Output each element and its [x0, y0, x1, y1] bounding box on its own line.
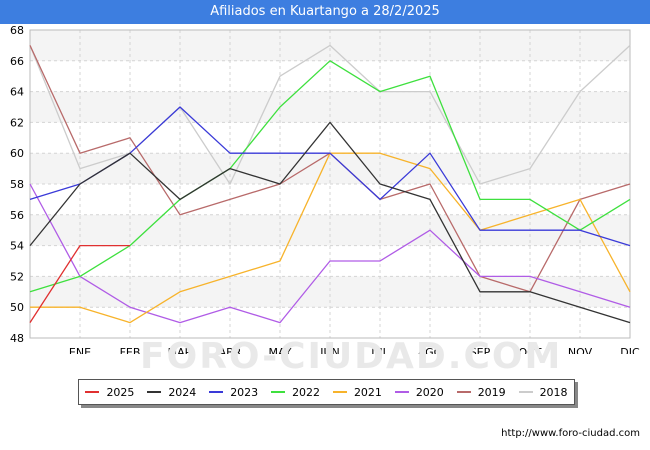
watermark: FORO-CIUDAD.COM: [140, 336, 563, 377]
series-line-2025: [29, 244, 130, 323]
legend-label: 2021: [353, 385, 382, 399]
x-tick-label: JUL: [370, 346, 389, 354]
y-tick-label: 54: [10, 240, 24, 253]
y-tick-label: 58: [10, 178, 24, 191]
legend-swatch: [456, 391, 471, 393]
legend-swatch: [332, 391, 347, 393]
x-tick-label: OCT: [518, 346, 541, 354]
x-tick-label: NOV: [568, 346, 593, 354]
source-link[interactable]: http://www.foro-ciudad.com: [501, 428, 640, 439]
series-line-2020: [29, 183, 631, 324]
legend-item-2025: 2025: [85, 386, 134, 399]
legend-label: 2022: [292, 385, 321, 399]
x-tick-label: DIC: [620, 346, 640, 354]
legend-item-2019: 2019: [456, 385, 506, 399]
line-chart: 48 50 52 54 56 58 60 62 64 66 68 ENE FEB MAR ABR MAY JUN…: [10, 24, 640, 354]
legend-swatch: [518, 391, 533, 393]
x-tick-label: MAR: [168, 346, 193, 354]
y-tick-label: 52: [10, 270, 24, 283]
y-tick-label: 64: [10, 86, 24, 99]
legend-item-2023: 2023: [209, 386, 258, 399]
legend-swatch: [394, 391, 409, 393]
legend-swatch: [209, 391, 224, 393]
legend-item-2021: 2021: [332, 385, 382, 399]
legend-label: 2020: [415, 385, 444, 399]
x-tick-label: FEB: [120, 346, 141, 354]
x-tick-label: MAY: [269, 346, 292, 354]
legend-item-2018: 2018: [518, 385, 568, 399]
y-tick-label: 48: [10, 332, 24, 345]
legend-swatch: [85, 391, 100, 393]
y-tick-label: 66: [10, 55, 24, 68]
legend-label: 2025: [106, 385, 135, 399]
legend-label: 2023: [230, 385, 259, 399]
y-tick-label: 50: [10, 301, 24, 314]
x-tick-label: SEP: [470, 346, 491, 354]
series-line-2024: [29, 121, 631, 324]
x-tick-label: ENE: [69, 346, 91, 354]
y-tick-label: 62: [10, 116, 24, 129]
legend-item-2020: 2020: [394, 385, 444, 399]
legend-label: 2019: [477, 385, 506, 399]
x-tick-label: AGO: [418, 346, 443, 354]
y-tick-label: 68: [10, 24, 24, 37]
x-tick-label: ABR: [219, 346, 242, 354]
legend-swatch: [147, 391, 162, 393]
chart-legend: 2025 2024 2023 2022 2021 2020 2019 2018: [78, 379, 575, 405]
legend-item-2022: 2022: [271, 386, 320, 399]
y-tick-label: 60: [10, 147, 24, 160]
legend-item-2024: 2024: [147, 386, 196, 399]
y-tick-label: 56: [10, 209, 24, 222]
legend-swatch: [271, 391, 286, 393]
chart-title: Afiliados en Kuartango a 28/2/2025: [0, 0, 650, 24]
legend-label: 2018: [539, 385, 568, 399]
x-tick-label: JUN: [319, 346, 340, 354]
legend-label: 2024: [168, 385, 197, 399]
